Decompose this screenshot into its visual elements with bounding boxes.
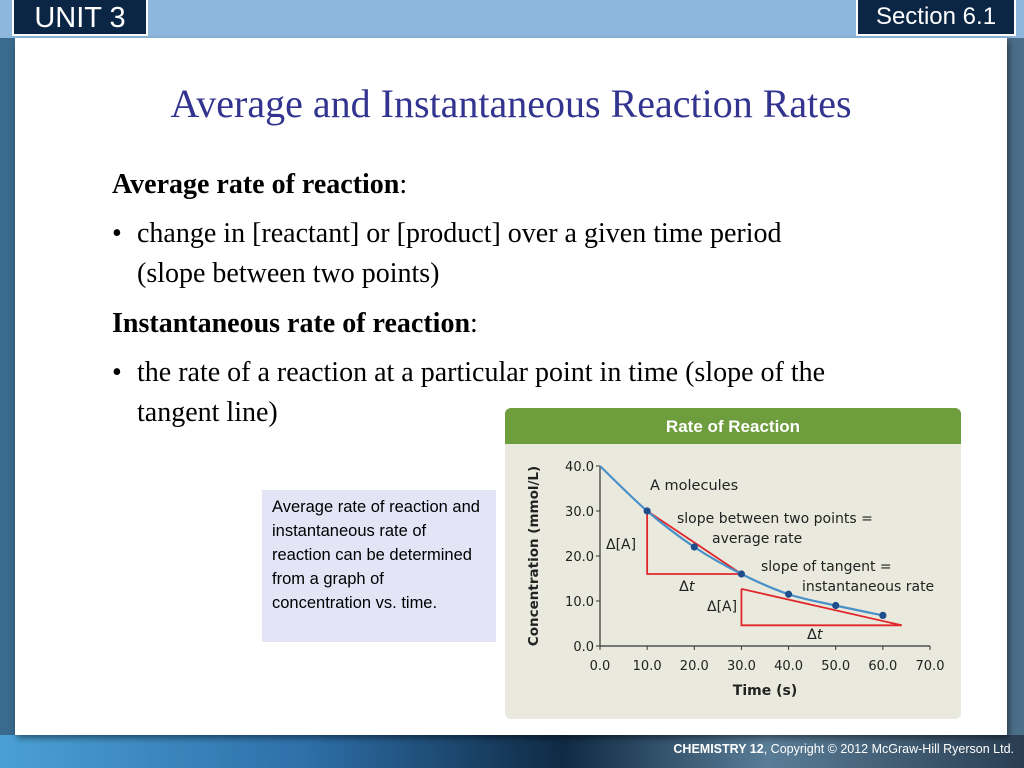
x-tick-label: 60.0 <box>868 659 897 674</box>
bullet-instantaneous-text: the rate of a reaction at a particular p… <box>137 357 826 428</box>
chart-annotations <box>646 510 902 627</box>
y-tick-label: 30.0 <box>565 505 594 520</box>
delta-t-label-2: Δt <box>807 627 824 643</box>
y-tick-label: 20.0 <box>565 550 594 565</box>
bullet-instantaneous: • the rate of a reaction at a particular … <box>112 353 837 433</box>
data-point <box>879 611 887 619</box>
term-average-colon: : <box>399 169 408 200</box>
term-instantaneous-label: Instantaneous rate of reaction <box>112 308 471 339</box>
data-point <box>737 570 746 578</box>
background-bottom-strip <box>0 735 1024 768</box>
slide-title: Average and Instantaneous Reaction Rates <box>170 81 852 126</box>
delta-a-label-1: Δ[A] <box>606 537 636 553</box>
y-tick-label: 10.0 <box>565 595 594 610</box>
x-tick-label: 40.0 <box>774 659 803 674</box>
section-label: Section 6.1 <box>856 0 1016 36</box>
x-tick-label: 30.0 <box>727 659 756 674</box>
average-label-line2: average rate <box>712 531 802 547</box>
delta-t-symbol: Δ <box>807 627 817 643</box>
x-ticks: 0.0 10.0 20.0 30.0 40.0 50.0 60.0 70.0 <box>590 646 945 674</box>
bullet-dot: • <box>112 218 122 249</box>
bullet-dot: • <box>112 357 122 388</box>
bullet-average: • change in [reactant] or [product] over … <box>112 214 852 294</box>
caption-box: Average rate of reaction and instantaneo… <box>262 490 496 642</box>
data-point <box>643 507 651 515</box>
average-label-line1: slope between two points = <box>677 511 873 527</box>
x-tick-label: 0.0 <box>590 659 611 674</box>
footer-copyright-text: , Copyright © 2012 McGraw-Hill Ryerson L… <box>763 742 1014 756</box>
delta-t-label-1: Δt <box>679 579 696 595</box>
chart-title: Rate of Reaction <box>505 408 961 444</box>
bullet-average-text: change in [reactant] or [product] over a… <box>137 218 782 289</box>
tangent-line <box>741 587 902 627</box>
term-average-label: Average rate of reaction <box>112 169 400 200</box>
slide-body: Average rate of reaction: • change in [re… <box>112 165 852 443</box>
x-axis-label: Time (s) <box>733 683 797 699</box>
x-tick-label: 70.0 <box>916 659 945 674</box>
term-instantaneous-colon: : <box>470 308 478 339</box>
footer-brand: CHEMISTRY 12 <box>673 742 764 756</box>
term-average: Average rate of reaction: <box>112 165 852 205</box>
chart-panel: Rate of Reaction 0.0 10.0 20.0 30.0 40.0 0.0… <box>505 408 961 719</box>
x-tick-label: 20.0 <box>680 659 709 674</box>
series-label: A molecules <box>650 478 738 494</box>
x-tick-label: 10.0 <box>633 659 662 674</box>
top-bar <box>0 0 1024 38</box>
data-point <box>784 590 793 598</box>
unit-label: UNIT 3 <box>12 0 148 36</box>
x-tick-label: 50.0 <box>821 659 850 674</box>
chart-svg: 0.0 10.0 20.0 30.0 40.0 0.0 10.0 20.0 30.0 40.0 5… <box>526 460 944 699</box>
tangent-triangle <box>740 588 902 627</box>
tangent-label-line2: instantaneous rate <box>802 579 934 595</box>
data-point <box>832 601 840 610</box>
delta-t-var: t <box>817 627 824 643</box>
delta-t-var: t <box>689 579 696 595</box>
delta-a-label-2: Δ[A] <box>707 599 737 615</box>
series-points <box>643 507 887 619</box>
y-ticks: 0.0 10.0 20.0 30.0 40.0 <box>565 460 600 655</box>
tangent-label-line1: slope of tangent = <box>761 559 892 575</box>
data-point <box>690 543 698 551</box>
term-instantaneous: Instantaneous rate of reaction: <box>112 304 852 344</box>
chart-annotation-labels: A molecules slope between two points = a… <box>606 478 934 643</box>
average-rate-secant <box>646 510 742 575</box>
y-tick-label: 0.0 <box>573 640 594 655</box>
y-axis-label: Concentration (mmol/L) <box>526 466 542 646</box>
footer-copyright: CHEMISTRY 12, Copyright © 2012 McGraw-Hi… <box>673 742 1014 756</box>
average-rate-triangle <box>646 511 742 575</box>
y-tick-label: 40.0 <box>565 460 594 475</box>
delta-t-symbol: Δ <box>679 579 689 595</box>
chart-plot-area: 0.0 10.0 20.0 30.0 40.0 0.0 10.0 20.0 30.0 40.0 5… <box>526 460 944 699</box>
